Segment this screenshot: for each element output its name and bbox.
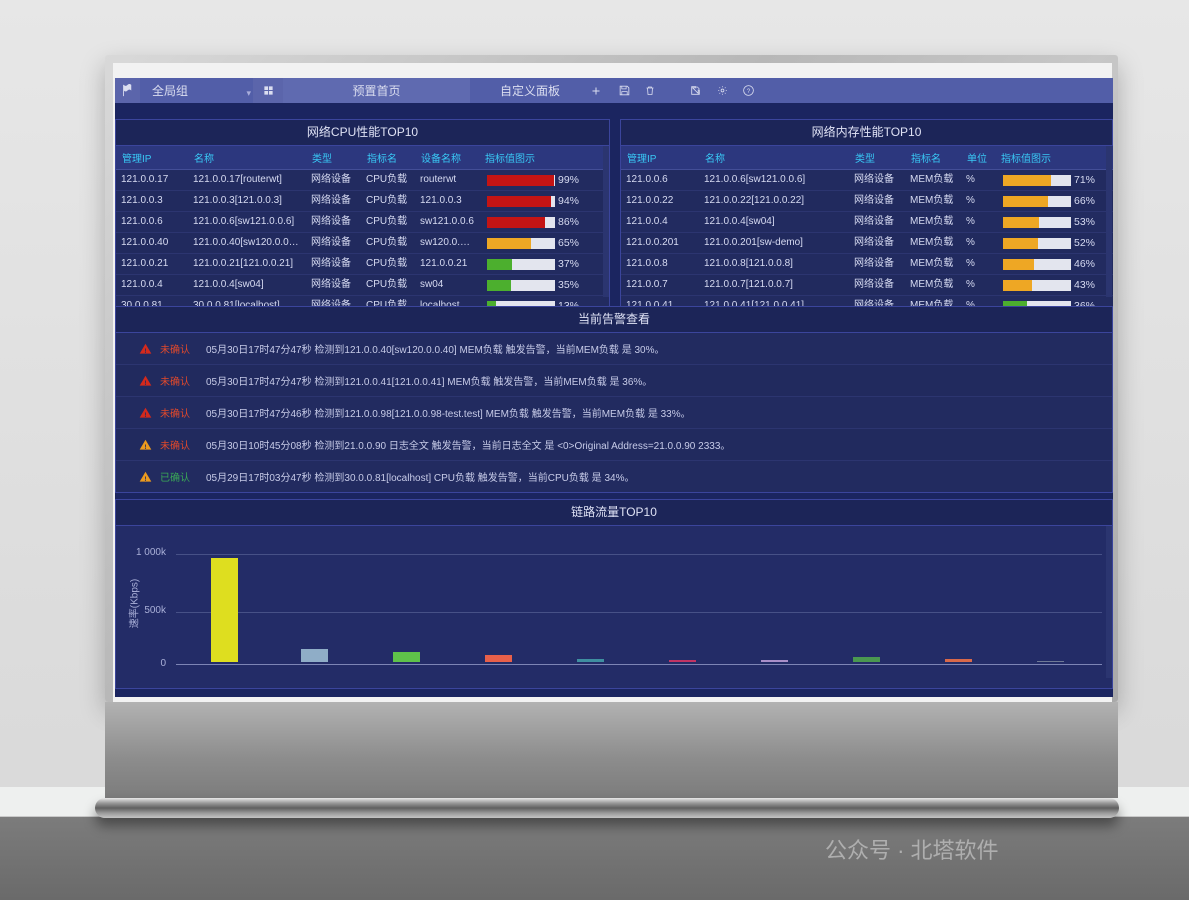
svg-text:!: !: [144, 379, 146, 386]
svg-text:!: !: [144, 347, 146, 354]
svg-text:?: ?: [746, 89, 750, 95]
svg-text:!: !: [144, 475, 146, 482]
svg-text:!: !: [144, 443, 146, 450]
svg-text:!: !: [144, 411, 146, 418]
